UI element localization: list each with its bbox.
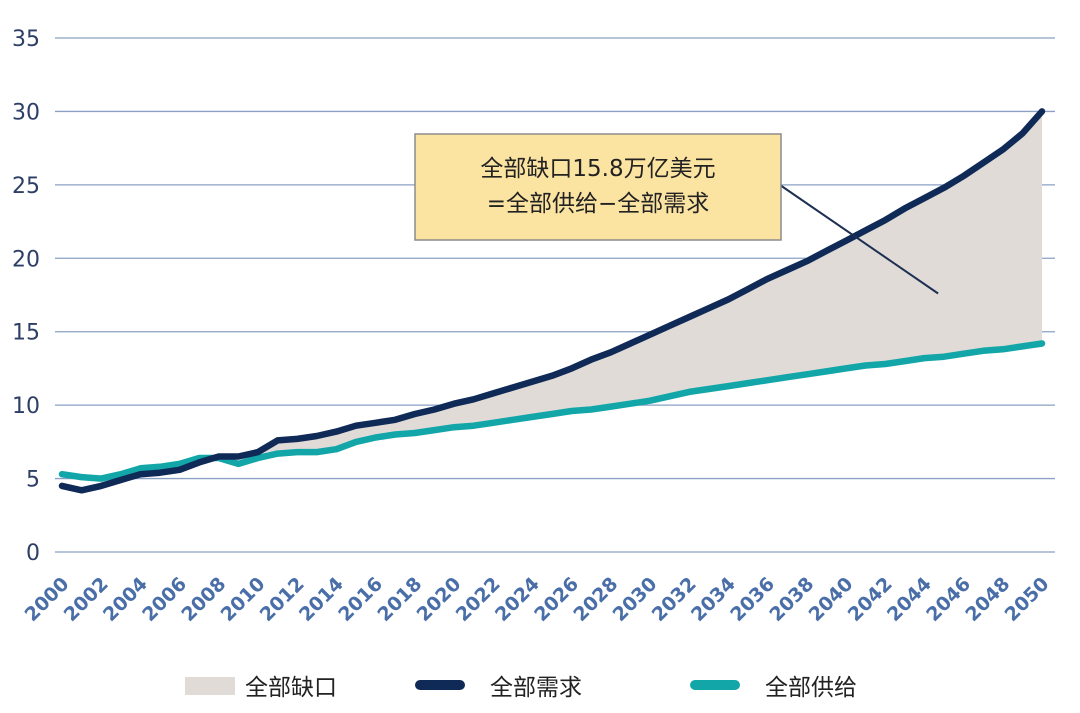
x-tick-label: 2010 [217, 573, 270, 626]
x-tick-label: 2008 [177, 573, 230, 626]
x-tick-label: 2022 [452, 573, 505, 626]
x-tick-label: 2026 [530, 573, 583, 626]
legend-gap-swatch [185, 677, 235, 695]
annotation-line-2: =全部供给−全部需求 [487, 191, 710, 217]
x-tick-label: 2042 [844, 573, 897, 626]
x-tick-label: 2024 [491, 573, 544, 626]
x-tick-label: 2004 [99, 573, 152, 626]
x-tick-label: 2014 [295, 573, 348, 626]
x-axis: 2000200220042006200820102012201420162018… [21, 573, 1054, 626]
x-tick-label: 2030 [609, 573, 662, 626]
x-tick-label: 2046 [922, 573, 975, 626]
legend: 全部缺口 全部需求 全部供给 [185, 675, 857, 701]
legend-supply-label: 全部供给 [765, 675, 857, 701]
x-tick-label: 2016 [334, 573, 387, 626]
gap-area [258, 111, 1042, 459]
y-tick-label: 10 [12, 394, 40, 419]
x-tick-label: 2048 [961, 573, 1014, 626]
x-tick-label: 2036 [726, 573, 779, 626]
series-line-supply [58, 340, 1046, 482]
x-tick-label: 2032 [648, 573, 701, 626]
x-tick-label: 2050 [1001, 573, 1054, 626]
annotation: 全部缺口15.8万亿美元 =全部供给−全部需求 [414, 133, 939, 295]
gap-area-layer [258, 111, 1042, 459]
legend-demand-label: 全部需求 [490, 675, 582, 701]
x-tick-label: 2000 [21, 573, 74, 626]
x-tick-label: 2038 [765, 573, 818, 626]
y-axis: 0 5 10 15 20 25 30 35 [12, 27, 40, 566]
y-tick-label: 15 [12, 321, 40, 346]
annotation-box [414, 133, 782, 241]
annotation-line-1: 全部缺口15.8万亿美元 [480, 156, 715, 182]
y-tick-label: 0 [26, 541, 40, 566]
x-tick-label: 2012 [256, 573, 309, 626]
x-tick-label: 2006 [138, 573, 191, 626]
legend-gap-label: 全部缺口 [245, 675, 337, 701]
x-tick-label: 2040 [805, 573, 858, 626]
y-tick-label: 35 [12, 27, 40, 52]
x-tick-label: 2044 [883, 573, 936, 626]
x-tick-label: 2018 [373, 573, 426, 626]
y-tick-label: 30 [12, 100, 40, 125]
series-layer [58, 108, 1046, 494]
y-tick-label: 25 [12, 174, 40, 199]
x-tick-label: 2002 [60, 573, 113, 626]
series-line-demand [58, 108, 1046, 494]
annotation-pointer-line [779, 184, 939, 295]
x-tick-label: 2034 [687, 573, 740, 626]
x-tick-label: 2028 [569, 573, 622, 626]
x-tick-label: 2020 [413, 573, 466, 626]
y-tick-label: 5 [26, 468, 40, 493]
y-tick-label: 20 [12, 247, 40, 272]
